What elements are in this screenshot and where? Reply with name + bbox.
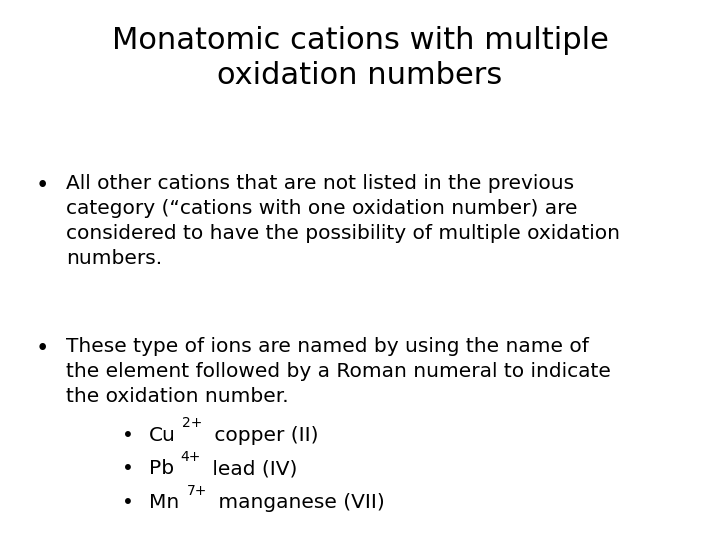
Text: manganese (VII): manganese (VII): [212, 493, 384, 512]
Text: Monatomic cations with multiple
oxidation numbers: Monatomic cations with multiple oxidatio…: [112, 26, 608, 90]
Text: •: •: [122, 426, 133, 444]
Text: 4+: 4+: [180, 450, 201, 464]
Text: All other cations that are not listed in the previous
category (“cations with on: All other cations that are not listed in…: [66, 174, 620, 268]
Text: 2+: 2+: [182, 416, 203, 430]
Text: •: •: [35, 174, 48, 197]
Text: These type of ions are named by using the name of
the element followed by a Roma: These type of ions are named by using th…: [66, 338, 611, 407]
Text: copper (II): copper (II): [207, 426, 318, 444]
Text: lead (IV): lead (IV): [205, 459, 297, 478]
Text: Pb: Pb: [149, 459, 174, 478]
Text: •: •: [122, 459, 133, 478]
Text: •: •: [35, 338, 48, 360]
Text: •: •: [122, 493, 133, 512]
Text: 7+: 7+: [186, 484, 207, 497]
Text: Mn: Mn: [149, 493, 179, 512]
Text: Cu: Cu: [149, 426, 176, 444]
